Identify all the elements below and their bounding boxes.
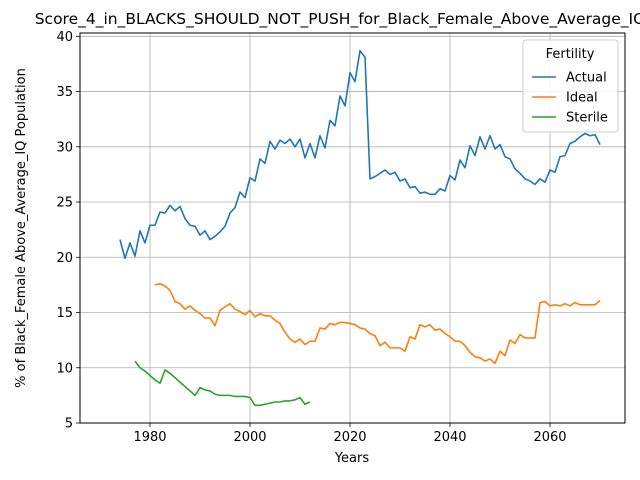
y-tick-label: 25: [56, 196, 73, 211]
x-tick-label: 1980: [133, 430, 166, 445]
legend-title: Fertility: [546, 47, 595, 62]
legend-items: Actual Ideal Sterile: [532, 71, 608, 126]
x-tick-label: 2020: [333, 430, 366, 445]
series-line-actual: [119, 49, 601, 260]
x-axis-label: Years: [334, 451, 370, 466]
x-tick-label: 2060: [533, 430, 566, 445]
legend-label-sterile: Sterile: [566, 111, 608, 126]
series-line-ideal: [154, 282, 601, 365]
y-axis-label: % of Black_Female Above_Average_IQ Popul…: [14, 68, 29, 388]
x-tick-label: 2040: [433, 430, 466, 445]
y-tick-label: 15: [56, 306, 73, 321]
x-axis: 1980 2000 2020 2040 2060: [133, 423, 567, 445]
y-tick-label: 40: [56, 30, 73, 45]
y-tick-label: 30: [56, 140, 73, 155]
y-tick-label: 10: [56, 361, 73, 376]
legend-box: [522, 39, 619, 133]
y-tick-label: 35: [56, 85, 73, 100]
grid: [80, 33, 625, 424]
legend-label-ideal: Ideal: [566, 91, 598, 106]
legend-label-actual: Actual: [566, 71, 607, 86]
y-tick-label: 5: [65, 417, 73, 432]
legend: Fertility Actual Ideal Sterile: [522, 39, 619, 133]
series-layer: [119, 49, 601, 407]
x-tick-label: 2000: [233, 430, 266, 445]
y-axis: 5 10 15 20 25 30 35 40: [56, 30, 80, 432]
y-tick-label: 20: [56, 251, 73, 266]
plot-area-frame: [79, 32, 626, 424]
series-line-sterile: [134, 360, 311, 407]
chart-title: Score_4_in_BLACKS_SHOULD_NOT_PUSH_for_Bl…: [35, 10, 640, 29]
